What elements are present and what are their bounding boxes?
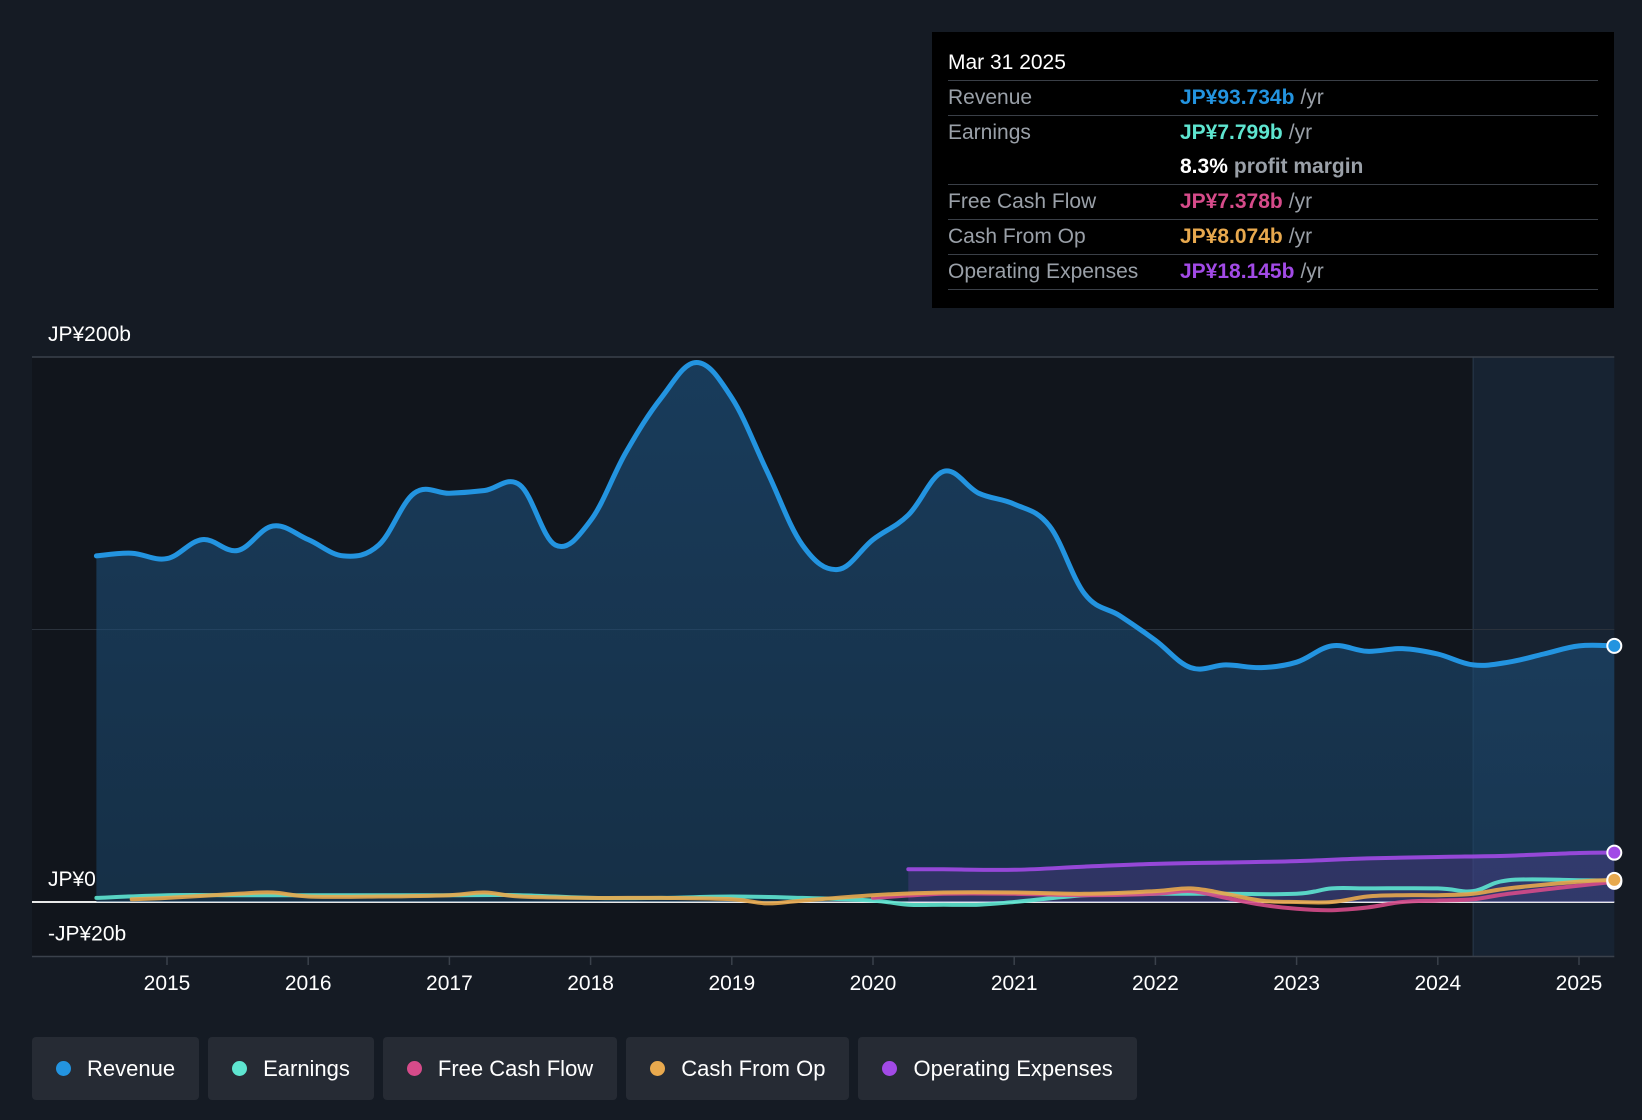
legend: Revenue Earnings Free Cash Flow Cash Fro… bbox=[32, 1037, 1137, 1100]
tooltip-row-free-cash-flow: Free Cash Flow JP¥7.378b /yr bbox=[948, 185, 1598, 220]
x-tick-label: 2022 bbox=[1132, 972, 1179, 995]
legend-dot-icon bbox=[232, 1061, 248, 1076]
x-tick-label: 2019 bbox=[708, 972, 755, 995]
tooltip-unit: profit margin bbox=[1233, 155, 1364, 178]
tooltip-value: JP¥8.074b bbox=[1180, 225, 1283, 248]
tooltip-row-earnings: Earnings JP¥7.799b /yr bbox=[948, 116, 1598, 150]
y-tick-label: JP¥200b bbox=[48, 323, 131, 346]
x-tick-label: 2025 bbox=[1556, 972, 1603, 995]
tooltip-label: Operating Expenses bbox=[948, 260, 1139, 283]
x-tick-label: 2016 bbox=[285, 972, 332, 995]
tooltip-value: JP¥93.734b bbox=[1180, 86, 1295, 109]
tooltip-label: Free Cash Flow bbox=[948, 190, 1097, 213]
tooltip-label: Earnings bbox=[948, 121, 1031, 144]
x-tick-label: 2015 bbox=[144, 972, 191, 995]
x-tick-label: 2023 bbox=[1273, 972, 1320, 995]
legend-item-operating-expenses[interactable]: Operating Expenses bbox=[858, 1037, 1137, 1100]
end-dot-operating-expenses bbox=[1606, 844, 1623, 861]
line-operating-expenses bbox=[906, 850, 1617, 872]
line-revenue bbox=[93, 360, 1617, 672]
legend-dot-icon bbox=[882, 1061, 898, 1076]
line-cash-from-op bbox=[129, 877, 1617, 906]
tooltip-unit: /yr bbox=[1300, 86, 1324, 109]
tooltip-unit: /yr bbox=[1300, 260, 1324, 283]
legend-item-earnings[interactable]: Earnings bbox=[208, 1037, 374, 1100]
legend-item-cash-from-op[interactable]: Cash From Op bbox=[626, 1037, 850, 1100]
tooltip-row-cash-from-op: Cash From Op JP¥8.074b /yr bbox=[948, 220, 1598, 255]
tooltip-unit: /yr bbox=[1288, 121, 1313, 144]
legend-label: Operating Expenses bbox=[913, 1055, 1113, 1081]
legend-dot-icon bbox=[406, 1061, 422, 1076]
tooltip-row-operating-expenses: Operating Expenses JP¥18.145b /yr bbox=[948, 255, 1598, 290]
series-lines bbox=[93, 360, 1617, 913]
axis-labels: JP¥200b JP¥0 -JP¥20b 2015 2016 2017 2018 2019 20… bbox=[48, 323, 1602, 995]
x-tick-label: 2018 bbox=[567, 972, 614, 995]
legend-dot-icon bbox=[650, 1061, 666, 1076]
tooltip-label: Cash From Op bbox=[948, 225, 1086, 248]
area-revenue bbox=[96, 362, 1615, 902]
tooltip-value: JP¥7.378b bbox=[1180, 190, 1283, 213]
legend-item-free-cash-flow[interactable]: Free Cash Flow bbox=[382, 1037, 618, 1100]
legend-item-revenue[interactable]: Revenue bbox=[32, 1037, 200, 1100]
tooltip-value: JP¥7.799b bbox=[1180, 121, 1283, 144]
x-tick-label: 2024 bbox=[1414, 972, 1461, 995]
tooltip-row-revenue: Revenue JP¥93.734b /yr bbox=[948, 81, 1598, 116]
y-tick-label: JP¥0 bbox=[48, 868, 96, 891]
tooltip-value: 8.3% bbox=[1180, 155, 1228, 178]
tooltip-panel: Mar 31 2025 Revenue JP¥93.734b /yr Earni… bbox=[932, 32, 1614, 308]
x-tick-label: 2017 bbox=[426, 972, 473, 995]
x-tick-label: 2020 bbox=[850, 972, 897, 995]
y-tick-label: -JP¥20b bbox=[48, 923, 126, 946]
tooltip-value: JP¥18.145b bbox=[1180, 260, 1295, 283]
legend-label: Free Cash Flow bbox=[437, 1055, 594, 1081]
end-markers bbox=[1606, 637, 1623, 890]
tooltip-date: Mar 31 2025 bbox=[948, 48, 1598, 81]
tooltip-unit: /yr bbox=[1288, 225, 1313, 248]
end-dot-revenue bbox=[1606, 637, 1623, 654]
legend-label: Revenue bbox=[87, 1055, 176, 1081]
end-dot-cash-from-op bbox=[1606, 871, 1623, 888]
legend-label: Earnings bbox=[263, 1055, 350, 1081]
tooltip-unit: /yr bbox=[1288, 190, 1313, 213]
tooltip-row-profit-margin: 8.3% profit margin bbox=[948, 150, 1598, 185]
tooltip-label: Revenue bbox=[948, 86, 1033, 109]
legend-label: Cash From Op bbox=[681, 1055, 826, 1081]
x-tick-label: 2021 bbox=[991, 972, 1038, 995]
legend-dot-icon bbox=[56, 1061, 71, 1076]
